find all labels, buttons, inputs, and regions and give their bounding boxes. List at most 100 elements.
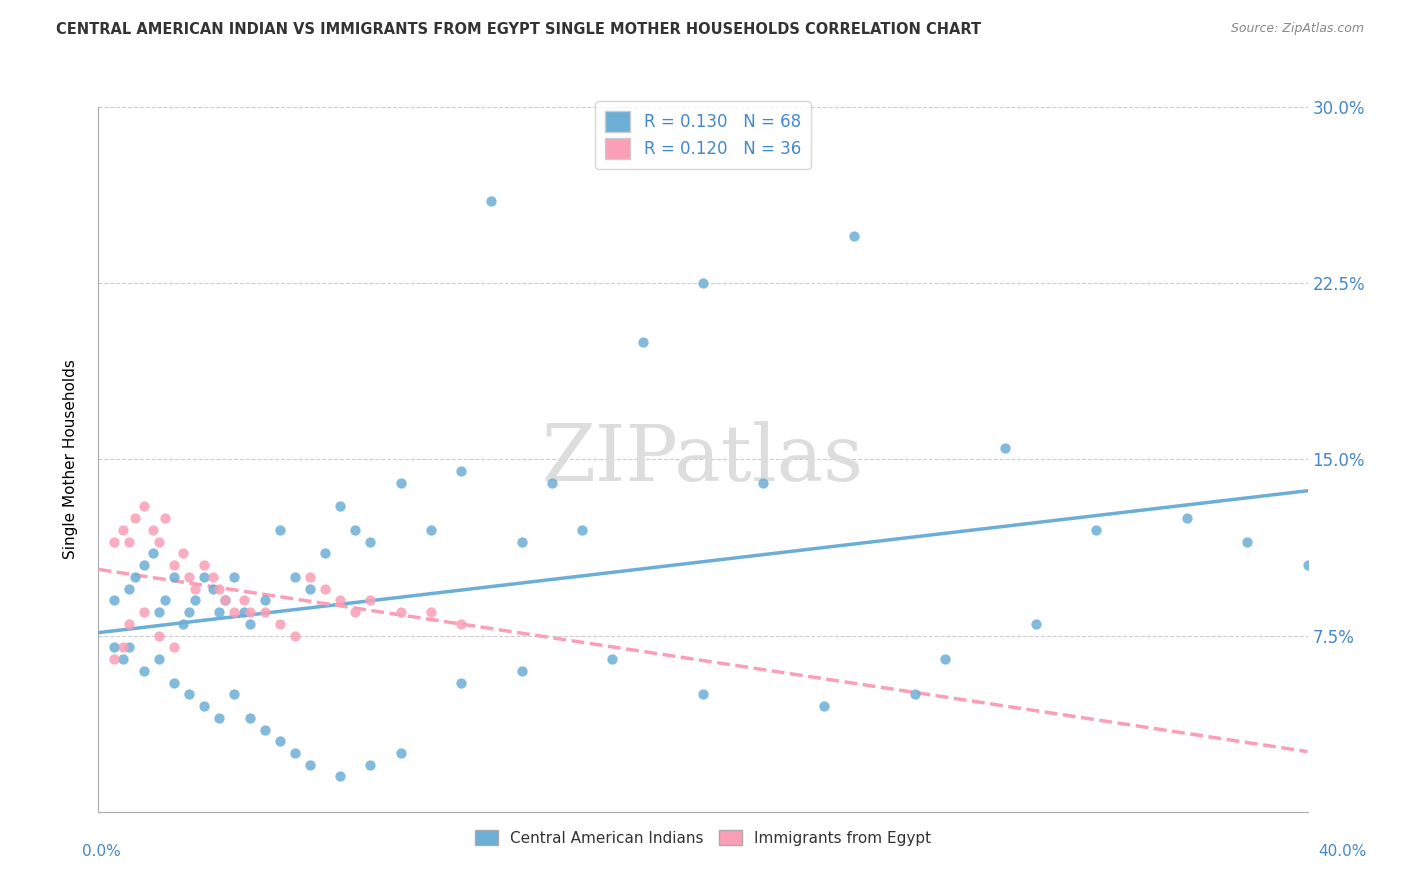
Point bbox=[118, 640, 141, 655]
Point bbox=[692, 276, 714, 290]
Point bbox=[153, 511, 176, 525]
Point bbox=[284, 746, 307, 760]
Point bbox=[224, 570, 246, 584]
Text: 40.0%: 40.0% bbox=[1319, 845, 1367, 859]
Point bbox=[450, 675, 472, 690]
Point bbox=[389, 746, 412, 760]
Point bbox=[481, 194, 503, 208]
Point bbox=[172, 616, 194, 631]
Legend: Central American Indians, Immigrants from Egypt: Central American Indians, Immigrants fro… bbox=[467, 822, 939, 854]
Point bbox=[232, 605, 254, 619]
Point bbox=[752, 475, 775, 490]
Point bbox=[692, 687, 714, 701]
Point bbox=[1236, 534, 1258, 549]
Point bbox=[269, 523, 291, 537]
Point bbox=[934, 652, 956, 666]
Point bbox=[540, 475, 562, 490]
Point bbox=[232, 593, 254, 607]
Point bbox=[179, 605, 201, 619]
Point bbox=[208, 605, 231, 619]
Point bbox=[202, 570, 225, 584]
Point bbox=[253, 605, 276, 619]
Point bbox=[299, 582, 322, 596]
Point bbox=[111, 652, 134, 666]
Point bbox=[450, 616, 472, 631]
Point bbox=[344, 605, 367, 619]
Point bbox=[389, 605, 412, 619]
Point bbox=[253, 593, 276, 607]
Point bbox=[389, 475, 412, 490]
Point bbox=[224, 687, 246, 701]
Point bbox=[132, 605, 155, 619]
Point bbox=[450, 464, 472, 478]
Point bbox=[103, 652, 125, 666]
Point bbox=[360, 757, 382, 772]
Point bbox=[239, 616, 262, 631]
Point bbox=[360, 593, 382, 607]
Point bbox=[163, 640, 186, 655]
Point bbox=[1296, 558, 1319, 573]
Point bbox=[299, 757, 322, 772]
Point bbox=[224, 605, 246, 619]
Point bbox=[111, 523, 134, 537]
Point bbox=[602, 652, 624, 666]
Point bbox=[163, 675, 186, 690]
Point bbox=[571, 523, 593, 537]
Point bbox=[329, 500, 352, 514]
Point bbox=[344, 523, 367, 537]
Point bbox=[299, 570, 322, 584]
Point bbox=[142, 546, 165, 560]
Point bbox=[184, 582, 207, 596]
Point bbox=[314, 582, 336, 596]
Point bbox=[208, 582, 231, 596]
Point bbox=[132, 558, 155, 573]
Point bbox=[163, 558, 186, 573]
Point bbox=[132, 664, 155, 678]
Point bbox=[239, 605, 262, 619]
Point bbox=[148, 605, 170, 619]
Point bbox=[118, 582, 141, 596]
Point bbox=[510, 664, 533, 678]
Point bbox=[118, 534, 141, 549]
Point bbox=[813, 699, 835, 714]
Text: 0.0%: 0.0% bbox=[82, 845, 121, 859]
Point bbox=[1024, 616, 1046, 631]
Point bbox=[111, 640, 134, 655]
Point bbox=[360, 534, 382, 549]
Point bbox=[269, 616, 291, 631]
Point bbox=[284, 570, 307, 584]
Point bbox=[314, 546, 336, 560]
Point bbox=[904, 687, 927, 701]
Point bbox=[214, 593, 236, 607]
Point bbox=[269, 734, 291, 748]
Point bbox=[253, 723, 276, 737]
Point bbox=[420, 523, 443, 537]
Point bbox=[329, 593, 352, 607]
Point bbox=[124, 511, 146, 525]
Point bbox=[118, 616, 141, 631]
Point bbox=[844, 229, 866, 244]
Point bbox=[193, 570, 215, 584]
Text: Source: ZipAtlas.com: Source: ZipAtlas.com bbox=[1230, 22, 1364, 36]
Point bbox=[420, 605, 443, 619]
Point bbox=[163, 570, 186, 584]
Point bbox=[1175, 511, 1198, 525]
Point bbox=[103, 640, 125, 655]
Point bbox=[631, 334, 654, 349]
Point bbox=[994, 441, 1017, 455]
Point bbox=[193, 558, 215, 573]
Y-axis label: Single Mother Households: Single Mother Households bbox=[63, 359, 77, 559]
Point bbox=[329, 769, 352, 784]
Point bbox=[103, 593, 125, 607]
Text: ZIPatlas: ZIPatlas bbox=[541, 422, 865, 497]
Point bbox=[184, 593, 207, 607]
Point bbox=[148, 534, 170, 549]
Point bbox=[193, 699, 215, 714]
Point bbox=[132, 500, 155, 514]
Point bbox=[148, 628, 170, 642]
Point bbox=[284, 628, 307, 642]
Text: CENTRAL AMERICAN INDIAN VS IMMIGRANTS FROM EGYPT SINGLE MOTHER HOUSEHOLDS CORREL: CENTRAL AMERICAN INDIAN VS IMMIGRANTS FR… bbox=[56, 22, 981, 37]
Point bbox=[202, 582, 225, 596]
Point bbox=[239, 711, 262, 725]
Point bbox=[148, 652, 170, 666]
